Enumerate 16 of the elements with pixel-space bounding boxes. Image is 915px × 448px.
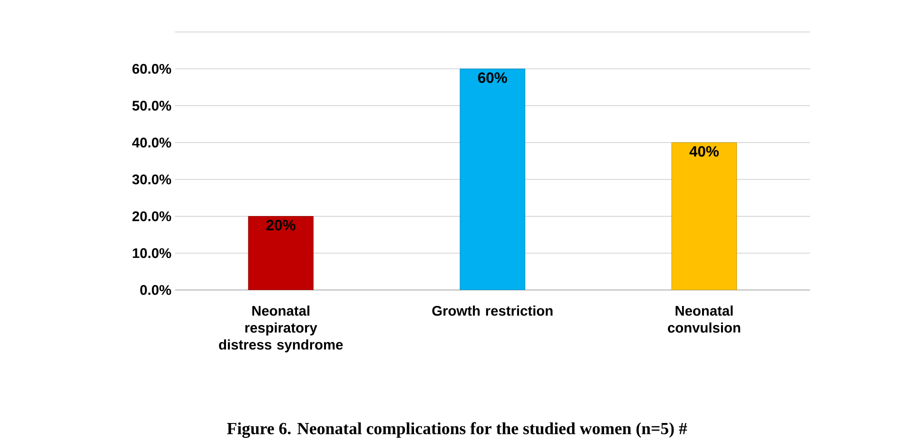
x-tick-label: Neonatal convulsion (668, 306, 740, 333)
bar (248, 216, 314, 290)
y-tick-label: 40.0% (132, 138, 172, 148)
data-label: 40% (689, 146, 719, 157)
y-tick-label: 30.0% (132, 174, 172, 184)
x-tick-label: Growth restriction (432, 306, 552, 316)
x-tick-label: Neonatal respiratory distress syndrome (219, 306, 343, 352)
y-tick-label: 60.0% (132, 64, 172, 74)
data-label: 60% (478, 72, 508, 83)
y-tick-label: 50.0% (132, 100, 172, 111)
bar (671, 142, 737, 290)
y-tick-label: 0.0% (140, 285, 172, 295)
y-tick-label: 10.0% (132, 248, 172, 258)
text: Figure 6. Neonatal complications for the studied women (n=5) # (227, 422, 688, 438)
data-label: 20% (266, 220, 296, 230)
y-tick-label: 20.0% (132, 211, 172, 222)
